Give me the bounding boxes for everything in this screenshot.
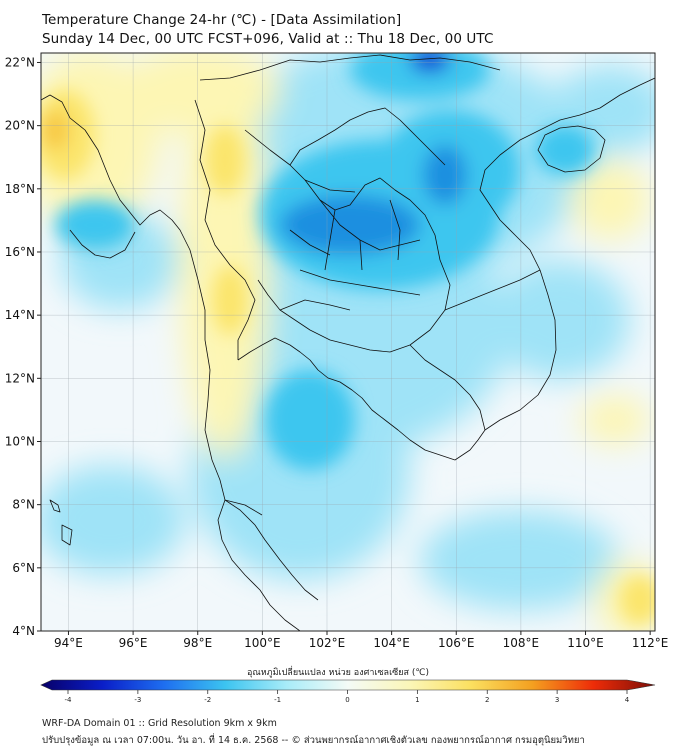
coastline-myanmar-andaman <box>41 94 301 631</box>
colorbar: -4 -3 -2 -1 0 1 2 3 4 <box>40 679 656 704</box>
colorbar-tick-label: 2 <box>485 696 489 704</box>
lat-label: 8°N <box>12 498 35 512</box>
longitude-labels: 94°E 96°E 98°E 100°E 102°E 104°E 106°E 108°E 110… <box>54 636 668 650</box>
colorbar-tick-label: -2 <box>204 696 211 704</box>
field-patch <box>205 125 245 195</box>
lon-label: 102°E <box>309 636 346 650</box>
field-patch <box>350 53 490 100</box>
map-frame <box>40 52 656 632</box>
border-thailand-malaysia <box>224 499 263 516</box>
footer-copyright: ปรับปรุงข้อมูล ณ เวลา 07:00น. วัน อา. ที… <box>42 735 585 746</box>
lat-label: 18°N <box>5 182 35 196</box>
axis-ticks <box>37 61 651 635</box>
field-patch <box>55 200 135 250</box>
coastline-hainan <box>537 125 606 173</box>
border-laos-vietnam <box>444 269 541 311</box>
lat-label: 20°N <box>5 119 35 133</box>
lat-label: 22°N <box>5 55 35 69</box>
field-patch <box>580 395 650 445</box>
border-north <box>199 54 501 81</box>
border-thailand-laos-cambodia <box>244 129 451 353</box>
field-patch <box>423 145 467 205</box>
lat-label: 4°N <box>12 624 35 638</box>
coastlines-borders <box>41 54 655 631</box>
colorbar-ticks <box>67 690 628 694</box>
lon-label: 94°E <box>54 636 83 650</box>
colorbar-tick-label: 4 <box>625 696 630 704</box>
field-patch <box>570 160 650 240</box>
coastline-andaman-islands <box>49 499 73 546</box>
lon-label: 98°E <box>183 636 212 650</box>
coastline-malay-peninsula-east <box>224 499 319 601</box>
colorbar-tick-label: -3 <box>134 696 141 704</box>
lat-label: 16°N <box>5 245 35 259</box>
lon-label: 100°E <box>244 636 281 650</box>
lat-label: 12°N <box>5 371 35 385</box>
lat-label: 14°N <box>5 308 35 322</box>
colorbar-title: อุณหภูมิเปลี่ยนแปลง หน่วย องศาเซลเซียส (… <box>246 668 430 678</box>
lon-label: 108°E <box>503 636 540 650</box>
lat-label: 6°N <box>12 561 35 575</box>
province-borders <box>279 179 421 311</box>
field-core-patches <box>41 53 655 625</box>
field-patch <box>420 510 620 610</box>
coastline-gulf-of-thailand-vietnam <box>237 77 655 461</box>
field-patch <box>41 110 69 150</box>
footer-domain-info: WRF-DA Domain 01 :: Grid Resolution 9km … <box>42 718 277 729</box>
colorbar-tick-label: 0 <box>345 696 349 704</box>
field-patch <box>212 265 248 335</box>
colorbar-tick-label: 3 <box>555 696 559 704</box>
lon-label: 96°E <box>119 636 148 650</box>
temperature-field <box>41 53 655 631</box>
field-patch <box>280 195 420 255</box>
graticule <box>41 53 655 631</box>
lon-label: 112°E <box>632 636 669 650</box>
field-patch <box>41 465 185 575</box>
colorbar-ramp <box>40 679 656 691</box>
lon-label: 106°E <box>438 636 475 650</box>
field-patch <box>490 260 630 380</box>
lon-label: 110°E <box>567 636 604 650</box>
colorbar-tick-labels: -4 -3 -2 -1 0 1 2 3 4 <box>65 696 630 704</box>
colorbar-tick-label: 1 <box>415 696 419 704</box>
field-patch <box>180 60 270 460</box>
colorbar-tick-label: -1 <box>274 696 281 704</box>
border-cambodia-vietnam <box>409 344 486 431</box>
lat-label: 10°N <box>5 434 35 448</box>
colorbar-tick-label: -4 <box>65 696 73 704</box>
lon-label: 104°E <box>373 636 410 650</box>
field-patch <box>120 53 280 135</box>
latitude-labels: 22°N 20°N 18°N 16°N 14°N 12°N 10°N 8°N 6°N 4°N <box>5 55 35 638</box>
coastline-bay-of-bengal <box>69 229 136 259</box>
field-patch <box>620 575 655 625</box>
border-myanmar-thailand <box>194 99 256 360</box>
map-subtitle: Sunday 14 Dec, 00 UTC FCST+096, Valid at… <box>42 31 494 47</box>
border-laos-north <box>289 107 446 166</box>
field-patch <box>265 370 355 470</box>
field-patch <box>535 125 595 175</box>
map-title: Temperature Change 24-hr (℃) - [Data Ass… <box>42 12 402 28</box>
